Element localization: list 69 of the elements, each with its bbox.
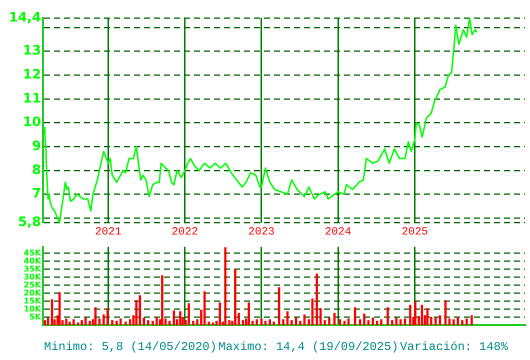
bar [147,320,150,326]
bar [391,320,394,326]
y-tick-label: 40K [24,256,42,266]
bar [224,247,226,326]
y-tick-label: 35K [24,264,42,274]
bar [328,318,330,326]
x-tick-label: 2024 [324,226,352,238]
y-tick-label: 10 [22,115,41,130]
bar [156,316,158,326]
y-tick-label: 5K [29,312,42,322]
bar [386,307,389,326]
bar [256,319,258,326]
y-tick-label: 14,4 [8,10,41,26]
bar [268,319,271,326]
bar [120,318,122,326]
bar [111,320,114,326]
bar [68,322,71,326]
text: Maximo: 14,4 (19/09/2025) [218,340,398,354]
bar [466,318,468,326]
text: Variación: 148% [400,340,508,354]
bar [380,319,382,326]
bar [80,320,83,326]
text: Minimo: 5,8 (14/05/2020) [44,340,217,354]
bar [461,320,464,326]
bar [234,268,236,326]
bar [372,318,374,326]
x-tick-label: 2025 [402,226,428,238]
bar [106,308,109,326]
bar [282,319,284,326]
y-tick-label: 10K [24,304,42,314]
bar [316,274,318,326]
y-tick-label: 11 [22,91,41,106]
bar [414,302,416,326]
y-tick-label: 20K [24,288,42,298]
bar [152,320,154,326]
bar [324,320,326,326]
bar [363,314,366,326]
bar [395,318,398,326]
bar [299,320,302,326]
y-tick-label: 45K [24,248,42,258]
bar [88,320,91,326]
y-tick-label: 12 [22,68,41,83]
y-tick-label: 25K [24,280,42,290]
bar [208,322,210,326]
bar [124,322,127,326]
y-tick-label: 30K [24,272,42,282]
y-tick-label: 15K [24,296,42,306]
bar [456,316,459,326]
y-tick-label: 7 [32,186,41,202]
y-tick-label: 8 [32,162,41,178]
x-tick-label: 2022 [172,226,198,238]
bar [409,304,412,326]
y-tick-label: 9 [32,138,41,154]
y-tick-label: 13 [22,44,41,59]
bar [72,319,75,326]
bar [179,311,182,326]
bar [161,275,164,326]
x-tick-label: 2021 [95,226,122,238]
bar [248,302,250,326]
bar [452,319,455,326]
bar [290,320,293,326]
y-tick-label: 5,8 [18,215,41,230]
bar [192,320,194,326]
bar [470,315,473,326]
bar [116,320,118,326]
bar [65,318,68,326]
x-tick-label: 2023 [248,226,275,238]
bar [272,322,275,326]
bar [188,303,190,326]
